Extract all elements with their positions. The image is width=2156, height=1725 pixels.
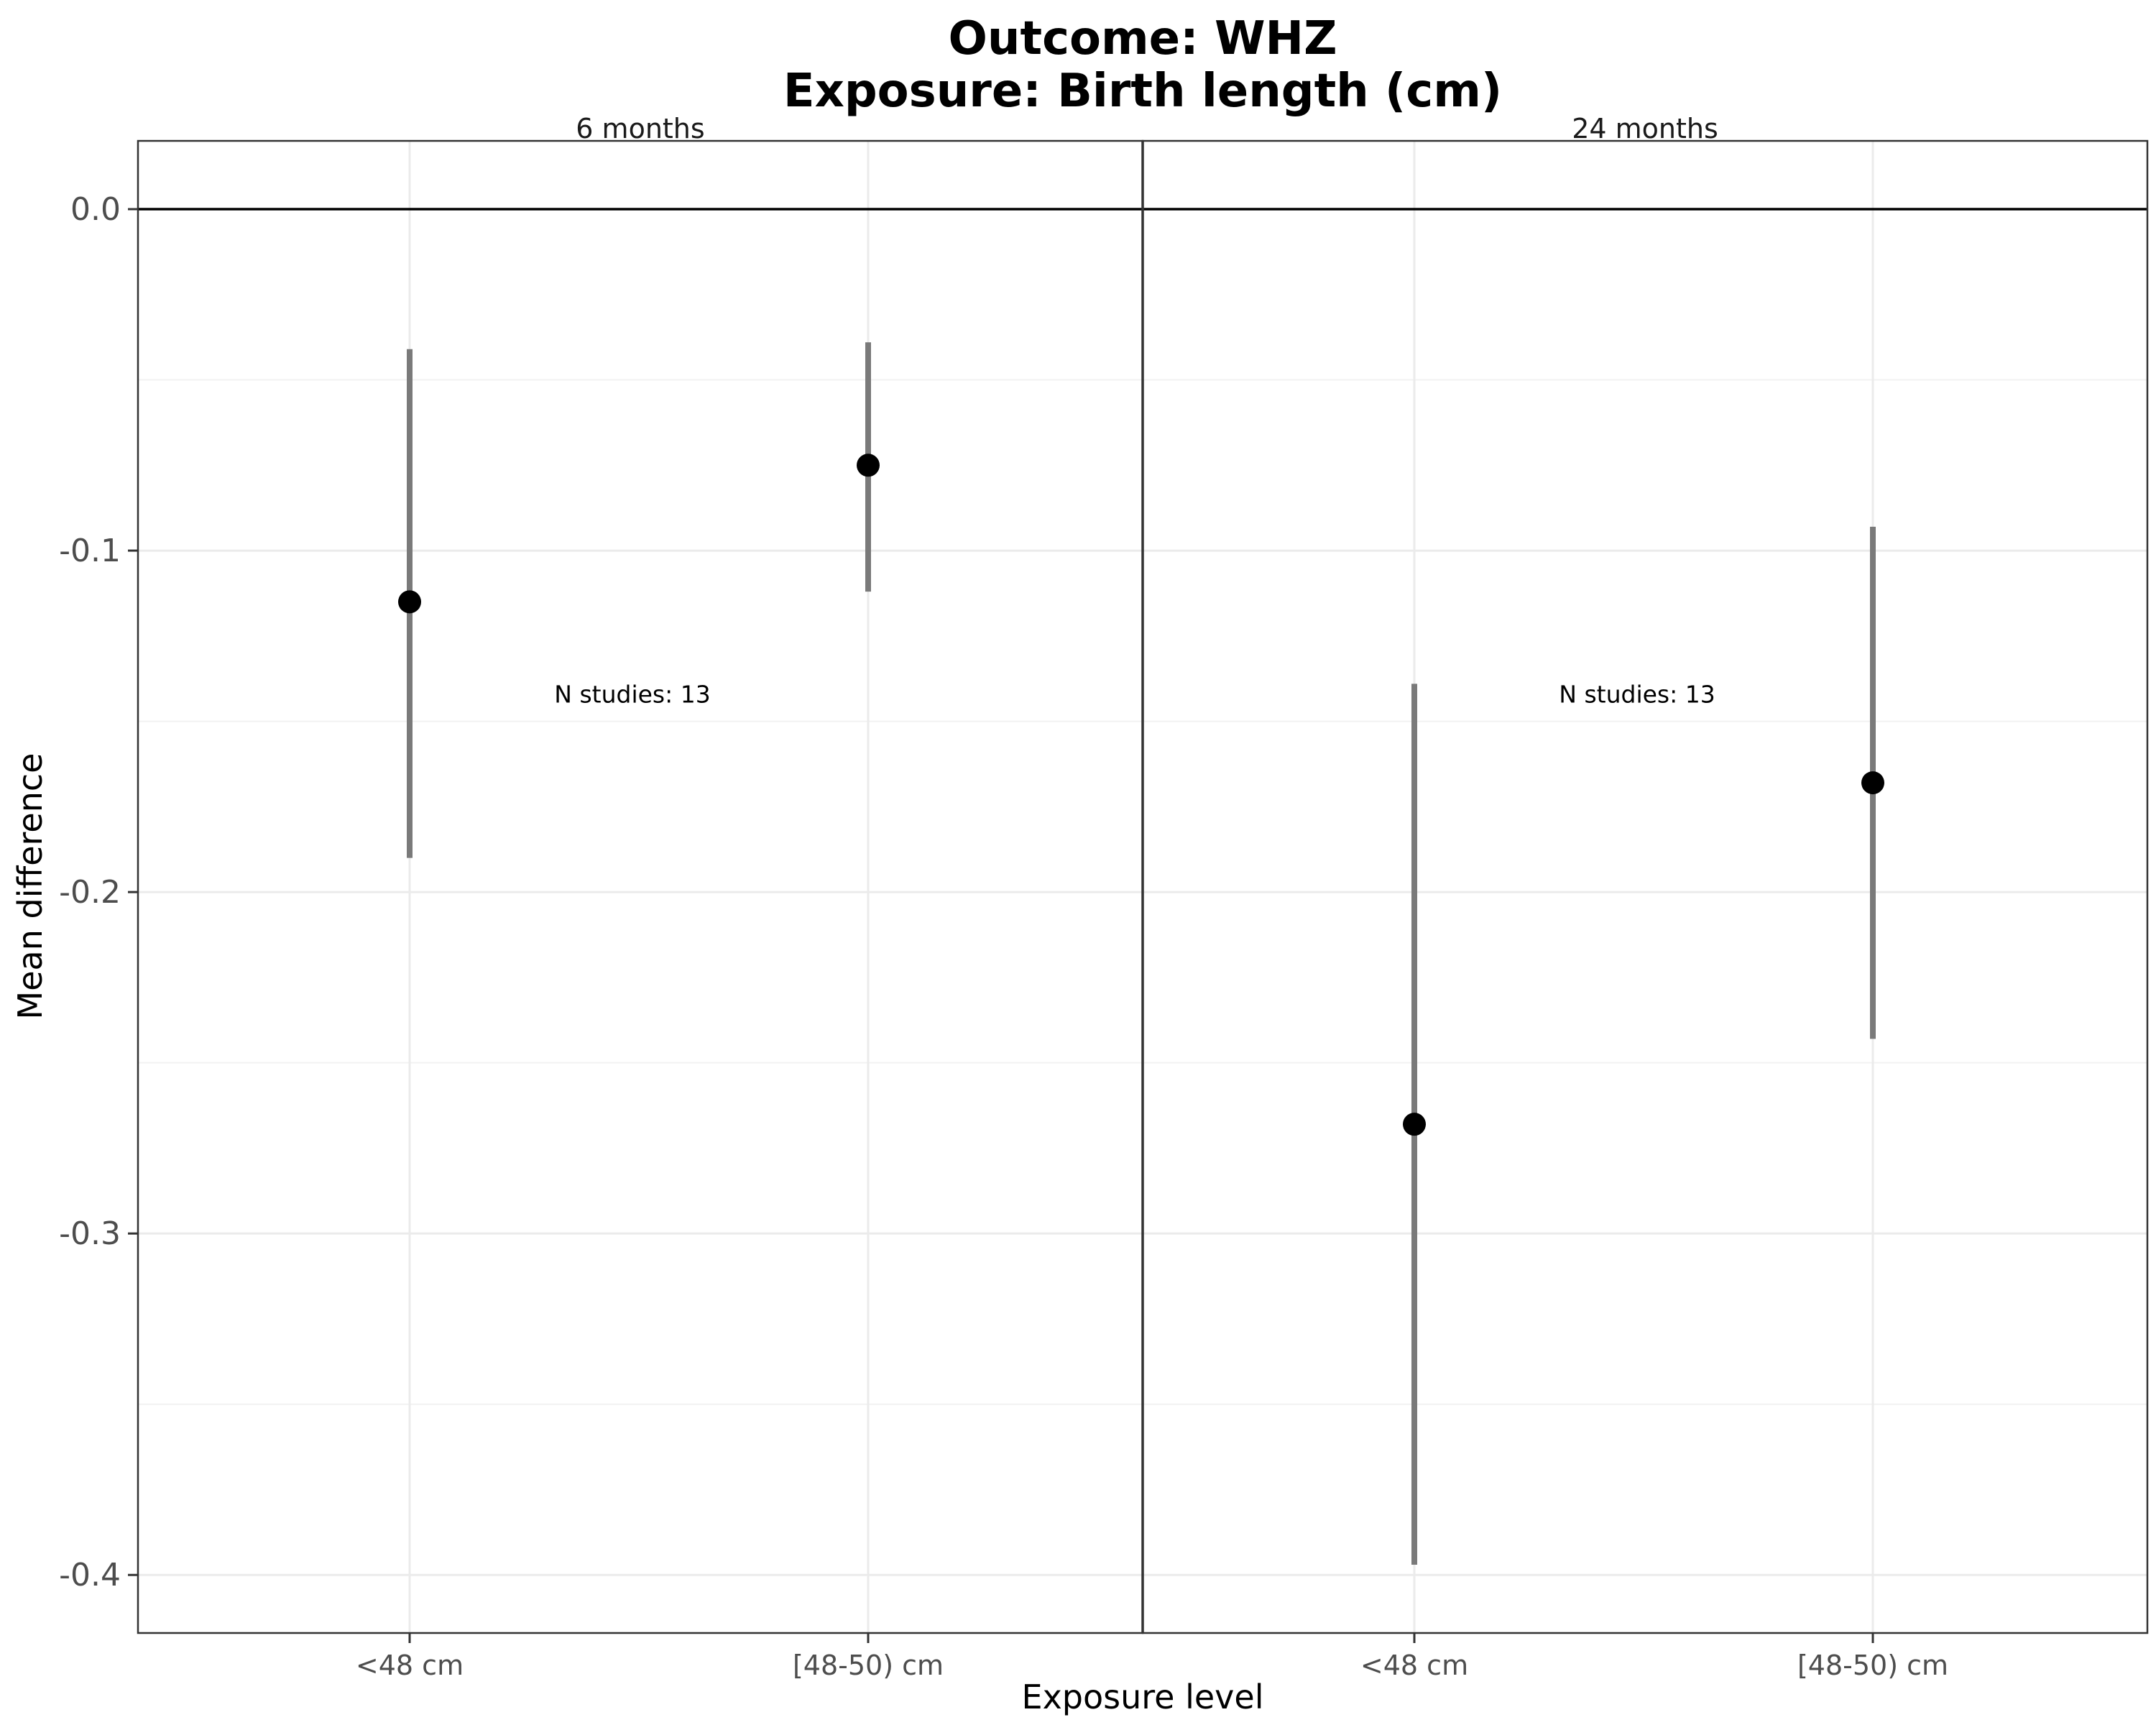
point-estimate bbox=[1403, 1113, 1426, 1136]
point-estimate bbox=[1861, 771, 1884, 795]
y-tick-label: -0.4 bbox=[59, 1557, 121, 1593]
y-tick-label: -0.2 bbox=[59, 874, 121, 911]
n-studies-annotation: N studies: 13 bbox=[554, 681, 710, 709]
y-tick-label: -0.1 bbox=[59, 533, 121, 569]
x-tick-label: <48 cm bbox=[356, 1650, 464, 1681]
panel-border bbox=[137, 139, 1144, 1634]
x-tick-label: [48-50) cm bbox=[1797, 1650, 1948, 1681]
y-tick-label: 0.0 bbox=[70, 191, 121, 228]
point-estimate bbox=[857, 454, 880, 477]
panel-frames bbox=[137, 139, 2149, 1634]
facet-strip-label: 24 months bbox=[1572, 113, 1718, 144]
panel-border bbox=[1141, 139, 2149, 1634]
chart-title-line-1: Outcome: WHZ bbox=[949, 12, 1337, 65]
data-marks bbox=[398, 342, 1884, 1565]
n-studies-annotation: N studies: 13 bbox=[1559, 681, 1715, 709]
x-axis-label: Exposure level bbox=[1022, 1678, 1264, 1716]
point-estimate bbox=[398, 590, 421, 614]
chart-title-line-2: Exposure: Birth length (cm) bbox=[783, 65, 1502, 118]
facet-strip-label: 6 months bbox=[576, 113, 704, 144]
x-tick-label: [48-50) cm bbox=[793, 1650, 944, 1681]
y-tick-label: -0.3 bbox=[59, 1215, 121, 1252]
y-axis-label: Mean difference bbox=[11, 753, 50, 1020]
labels: 0.0 -0.1 -0.2 -0.3 -0.4 <48 cm [48-50) cm 6 mon… bbox=[59, 113, 1948, 1681]
x-tick-label: <48 cm bbox=[1360, 1650, 1468, 1681]
